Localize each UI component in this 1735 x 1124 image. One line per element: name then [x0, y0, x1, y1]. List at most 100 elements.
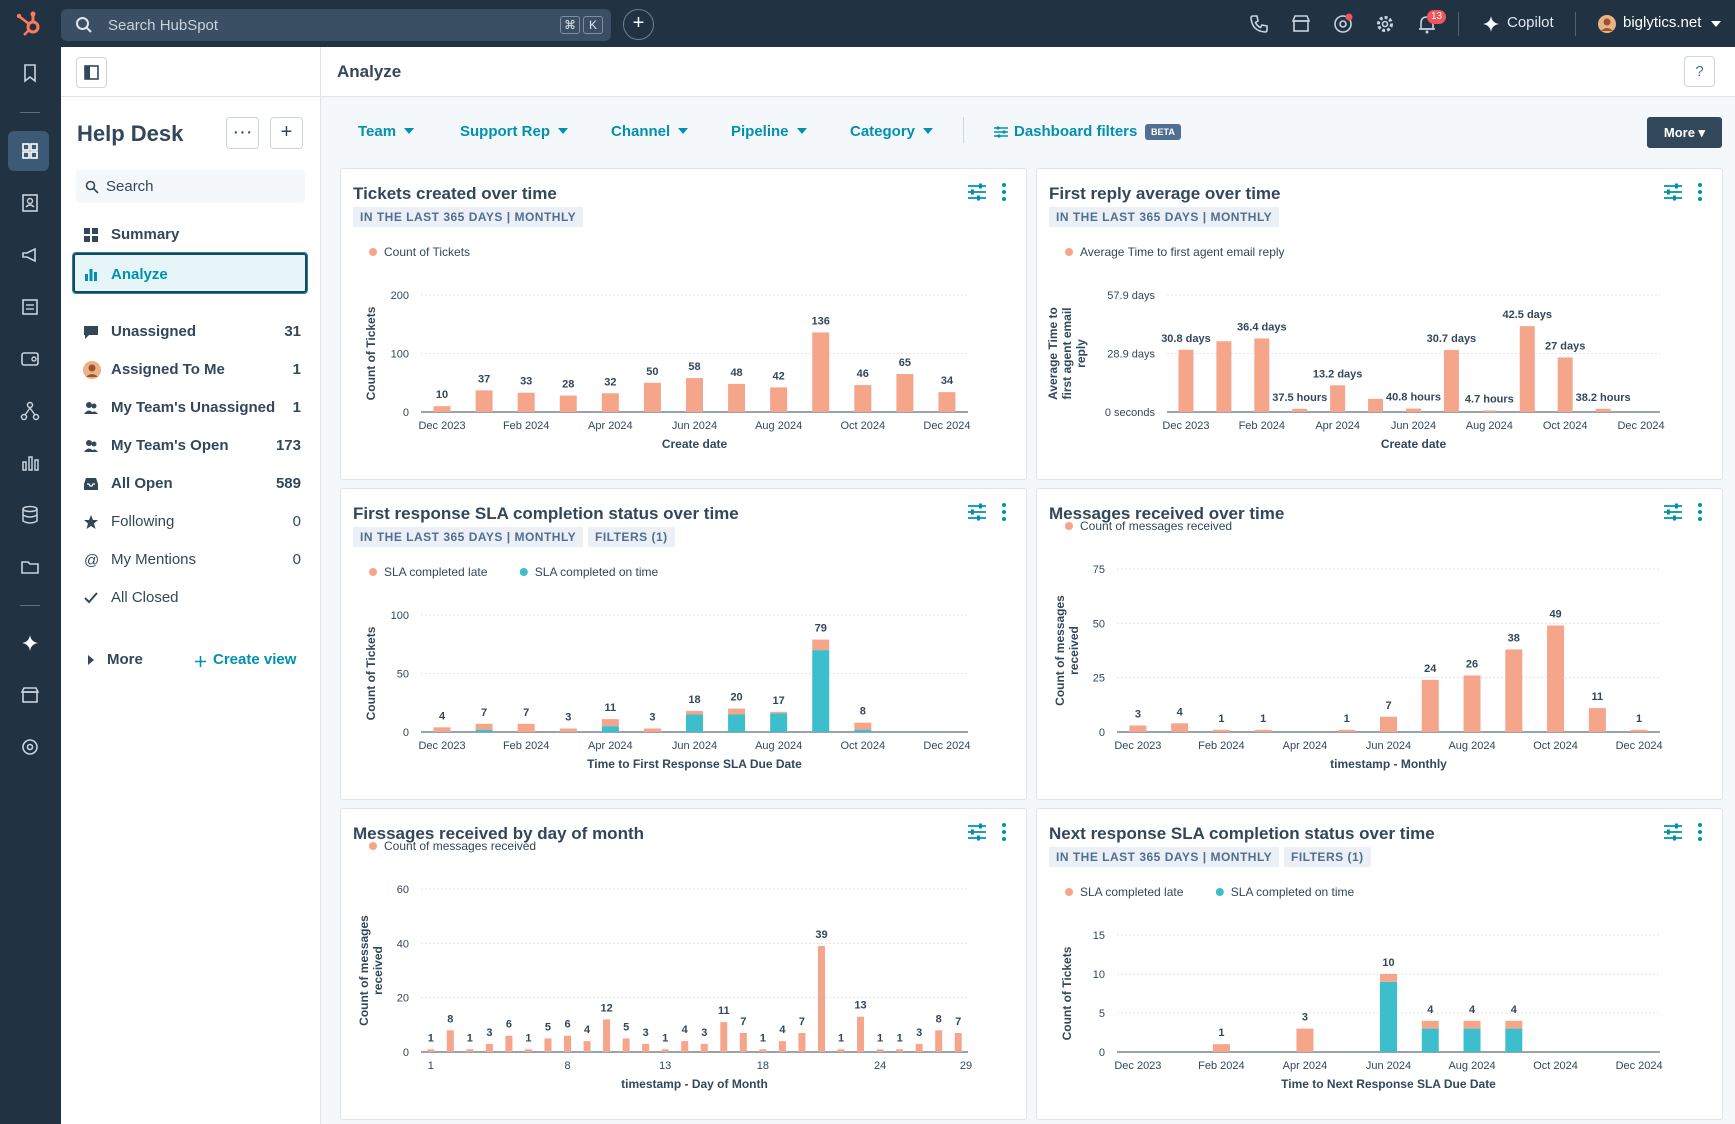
filter-team-dropdown[interactable]: Team [358, 123, 415, 140]
sidebar-item-summary[interactable]: Summary [73, 218, 307, 252]
bar[interactable] [896, 1049, 904, 1052]
bar[interactable] [583, 1041, 591, 1052]
help-circle-icon[interactable] [1332, 13, 1354, 35]
bar[interactable] [812, 639, 830, 651]
bar[interactable] [433, 406, 451, 412]
sidebar-add-view-button[interactable]: + [270, 117, 303, 149]
contacts-icon[interactable] [19, 192, 41, 214]
bar[interactable] [837, 1049, 845, 1052]
account-menu-button[interactable]: biglytics.net [1623, 14, 1702, 31]
bar[interactable] [1505, 649, 1523, 732]
create-view-link[interactable]: Create view [213, 651, 297, 668]
chart-settings-sliders-icon[interactable] [1663, 822, 1683, 842]
chart-settings-sliders-icon[interactable] [967, 502, 987, 522]
bar[interactable] [643, 382, 661, 412]
chart-more-menu-icon[interactable] [1697, 502, 1703, 522]
bar[interactable] [475, 390, 493, 412]
bar[interactable] [475, 723, 493, 730]
sidebar-toggle-button[interactable] [76, 57, 107, 88]
bar[interactable] [1595, 408, 1611, 412]
bar[interactable] [1129, 725, 1147, 732]
filter-pipeline-dropdown[interactable]: Pipeline [731, 123, 807, 140]
bar[interactable] [854, 729, 872, 732]
bar[interactable] [1421, 1020, 1439, 1029]
chart-settings-sliders-icon[interactable] [967, 822, 987, 842]
bar[interactable] [817, 946, 825, 1052]
sidebar-item-all-closed[interactable]: All Closed [73, 581, 307, 615]
bar[interactable] [517, 392, 535, 412]
bar[interactable] [517, 723, 535, 732]
sidebar-item-my-mentions[interactable]: @ My Mentions 0 [73, 543, 307, 577]
sidebar-more-options-button[interactable]: ··· [226, 117, 259, 149]
bar[interactable] [938, 392, 956, 412]
bar[interactable] [433, 727, 451, 732]
bar[interactable] [524, 1049, 532, 1052]
bar[interactable] [1443, 349, 1459, 412]
dashboard-filters-button[interactable]: Dashboard filters [1014, 123, 1138, 140]
chart-more-menu-icon[interactable] [1001, 502, 1007, 522]
bar[interactable] [915, 1043, 923, 1052]
chevron-down-icon[interactable] [1711, 20, 1721, 28]
bar[interactable] [1254, 729, 1272, 732]
bar[interactable] [1630, 729, 1648, 732]
caret-right-icon[interactable] [87, 655, 95, 665]
bar[interactable] [1380, 974, 1397, 982]
sidebar-item-all-open[interactable]: All Open 589 [73, 467, 307, 501]
bar[interactable] [770, 387, 788, 412]
reporting-bar-chart-icon[interactable] [19, 452, 41, 474]
bar[interactable] [1505, 1028, 1523, 1052]
filter-category-dropdown[interactable]: Category [850, 123, 934, 140]
bar[interactable] [1481, 410, 1497, 413]
bar[interactable] [544, 1038, 552, 1052]
bar[interactable] [1421, 679, 1439, 732]
bar[interactable] [622, 1038, 630, 1052]
bar[interactable] [896, 373, 914, 412]
bar[interactable] [935, 1030, 943, 1052]
bar[interactable] [1406, 408, 1421, 412]
bar[interactable] [739, 1032, 747, 1052]
bar[interactable] [1292, 408, 1308, 412]
global-search-input[interactable]: Search HubSpot ⌘ K [61, 9, 611, 41]
bar[interactable] [1330, 385, 1346, 412]
sidebar-item-my-teams-unassigned[interactable]: My Team's Unassigned 1 [73, 391, 307, 425]
library-folder-icon[interactable] [19, 556, 41, 578]
bar[interactable] [857, 1016, 865, 1052]
bar[interactable] [686, 714, 703, 732]
bar[interactable] [759, 1049, 767, 1052]
copilot-button[interactable]: Copilot [1507, 14, 1554, 31]
bar[interactable] [1380, 981, 1397, 1052]
bar[interactable] [466, 1049, 474, 1052]
help-button[interactable]: ? [1684, 56, 1715, 87]
bar[interactable] [1463, 1020, 1481, 1029]
chart-settings-sliders-icon[interactable] [967, 182, 987, 202]
bar[interactable] [728, 714, 746, 732]
create-new-button[interactable]: + [623, 9, 654, 40]
bar[interactable] [601, 393, 619, 412]
chart-more-menu-icon[interactable] [1697, 822, 1703, 842]
sidebar-item-assigned-to-me[interactable]: Assigned To Me 1 [73, 353, 307, 387]
bar[interactable] [812, 650, 830, 732]
bar[interactable] [1216, 341, 1232, 412]
sidebar-item-my-teams-open[interactable]: My Team's Open 173 [73, 429, 307, 463]
bar[interactable] [1171, 723, 1189, 732]
bar[interactable] [1338, 729, 1356, 732]
bar[interactable] [854, 722, 872, 730]
bar[interactable] [681, 1041, 689, 1052]
bar[interactable] [1212, 729, 1230, 732]
content-icon[interactable] [19, 296, 41, 318]
bar[interactable] [1178, 349, 1194, 412]
bar[interactable] [720, 1022, 728, 1052]
bar[interactable] [601, 719, 619, 727]
bar[interactable] [686, 378, 703, 412]
breeze-sparkle-icon[interactable] [19, 632, 41, 654]
bar[interactable] [686, 710, 703, 715]
bar[interactable] [1296, 1028, 1314, 1052]
bar[interactable] [1547, 625, 1565, 732]
bar[interactable] [700, 1043, 708, 1052]
sidebar-item-following[interactable]: Following 0 [73, 505, 307, 539]
dashboard-grid-icon[interactable] [19, 140, 41, 162]
settings-icon[interactable] [19, 736, 41, 758]
bar[interactable] [485, 1043, 493, 1052]
bar[interactable] [812, 332, 830, 412]
bar[interactable] [728, 383, 746, 412]
